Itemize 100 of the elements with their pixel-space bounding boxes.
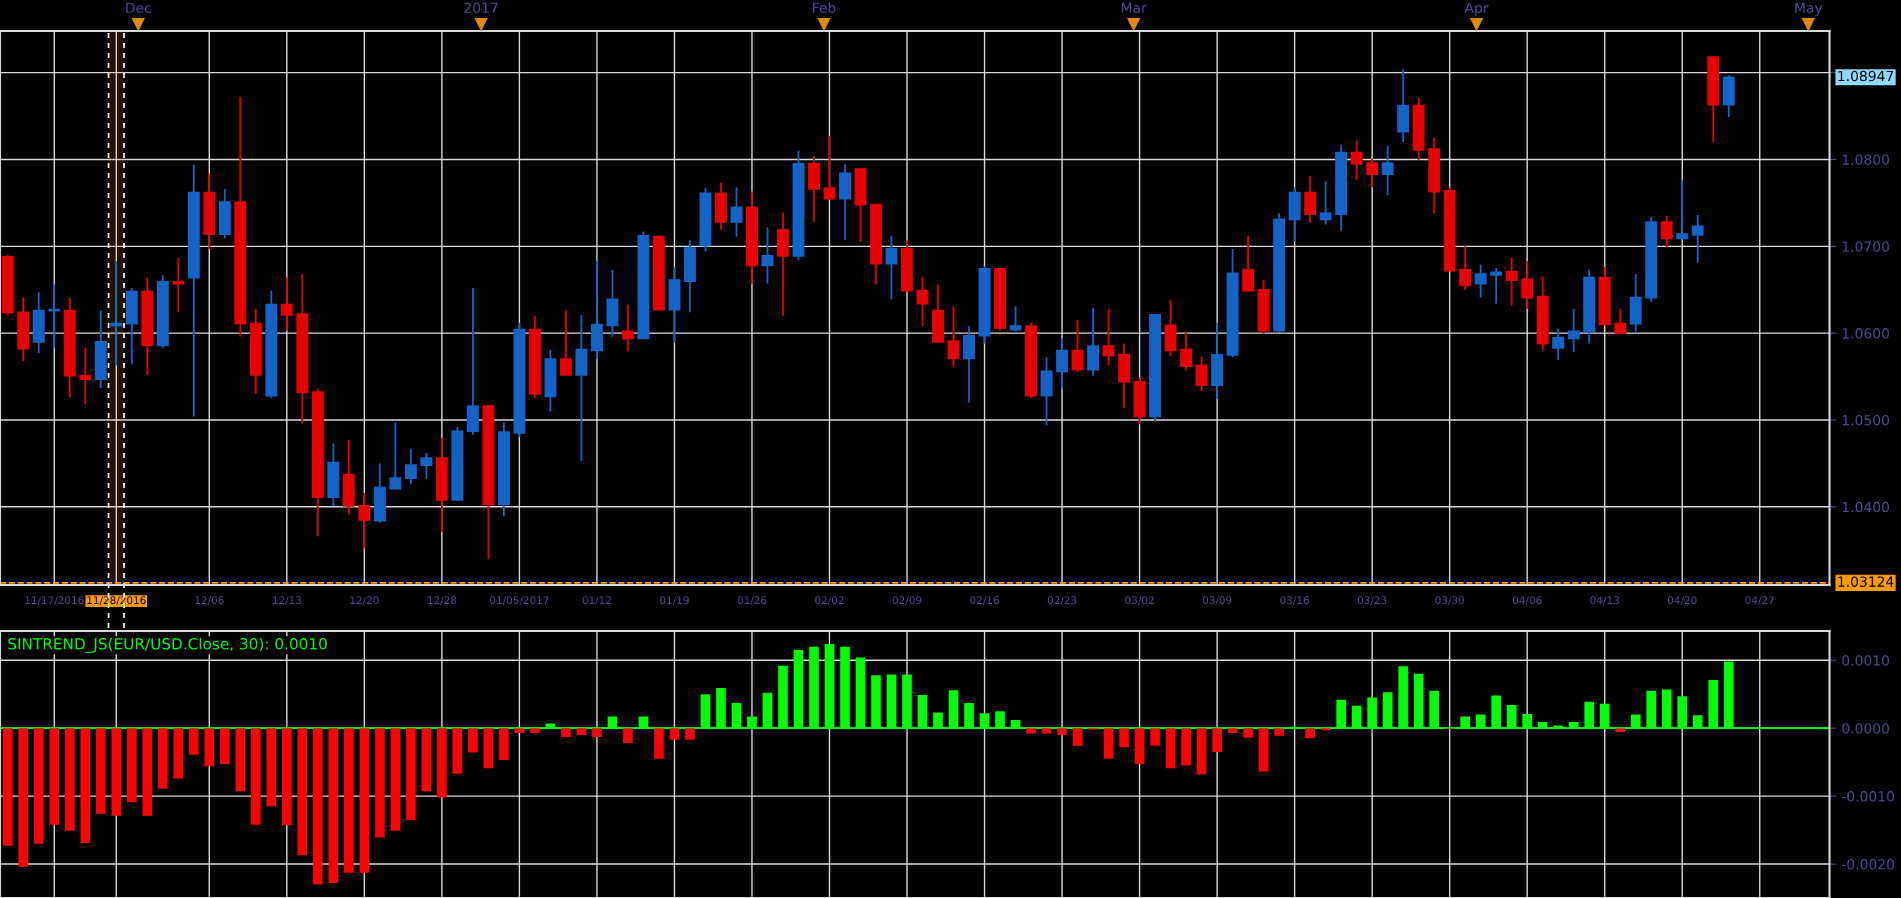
candlestick <box>1350 139 1363 182</box>
y-tick-label: -0.0010 <box>1842 791 1895 802</box>
bar <box>1134 728 1145 765</box>
candlestick <box>1366 157 1379 189</box>
x-tick-label: 11/17/2016 <box>25 596 84 605</box>
x-tick-label: 12/06 <box>195 596 224 605</box>
bar <box>1103 728 1114 759</box>
bar <box>530 728 540 733</box>
bar <box>1119 728 1129 748</box>
candlestick <box>420 452 433 480</box>
bar <box>576 728 587 735</box>
candlestick <box>916 275 929 328</box>
x2-tick-label: Dec <box>126 2 151 14</box>
candlestick <box>1195 355 1208 393</box>
bar <box>483 728 494 769</box>
y-tick-label: 0.0010 <box>1842 655 1889 666</box>
bar <box>1320 728 1331 731</box>
candlestick <box>559 309 572 377</box>
x2-tick-label: Mar <box>1121 2 1147 14</box>
bar <box>204 728 215 767</box>
candlestick <box>947 305 960 368</box>
bar <box>1243 728 1253 738</box>
candlestick <box>358 492 371 550</box>
bar <box>406 728 416 820</box>
bar <box>49 728 60 825</box>
bar <box>1150 728 1160 746</box>
bar <box>1041 728 1052 734</box>
candlestick <box>1242 234 1255 293</box>
y-tick-label: 1.0400 <box>1842 501 1889 513</box>
bar <box>359 728 370 873</box>
candlestick <box>1459 245 1472 291</box>
bar <box>1072 728 1083 746</box>
candlestick <box>1614 307 1627 335</box>
bar <box>33 728 44 844</box>
bar <box>468 728 478 753</box>
bar <box>64 728 75 831</box>
x2-tick-label: 2017 <box>464 2 498 14</box>
candlestick <box>621 303 634 353</box>
candlestick <box>1381 144 1394 196</box>
text: 1.08947 <box>1838 70 1894 82</box>
candlestick <box>280 276 293 332</box>
x-tick-label: 02/23 <box>1047 596 1077 605</box>
bar <box>344 728 354 873</box>
bar <box>126 728 137 803</box>
bar <box>514 728 525 733</box>
x-tick-label: 01/05/2017 <box>490 596 549 605</box>
candlestick <box>1087 307 1100 377</box>
candlestick <box>1505 256 1518 307</box>
bar <box>1305 728 1315 739</box>
x2-tick-label: Feb <box>813 2 836 14</box>
candlestick <box>1567 307 1580 354</box>
bar <box>421 728 432 792</box>
x-tick-label: 03/30 <box>1435 596 1464 605</box>
candlestick <box>110 260 123 367</box>
bar <box>390 728 401 831</box>
x-tick-label: 02/16 <box>970 596 999 605</box>
x-tick-label: 03/09 <box>1202 596 1232 605</box>
y-tick-label: 1.0600 <box>1842 328 1889 339</box>
bar <box>1026 728 1036 734</box>
bar <box>1196 728 1207 775</box>
bar <box>111 728 122 816</box>
bar <box>437 728 447 798</box>
bar <box>173 728 184 779</box>
bar <box>220 728 230 765</box>
candlestick <box>1304 175 1317 224</box>
bar <box>282 728 292 826</box>
candlestick <box>963 325 975 404</box>
candlestick <box>1180 331 1193 372</box>
candlestick <box>1660 215 1673 249</box>
bar <box>1274 728 1284 736</box>
candlestick <box>172 256 185 314</box>
bar <box>452 728 463 774</box>
y-tick-label: 1.0700 <box>1842 241 1889 252</box>
bar <box>1258 728 1269 772</box>
x-tick-label: 03/16 <box>1280 596 1309 605</box>
x-tick-label: 01/12 <box>582 596 611 605</box>
y-tick-label: 1.0800 <box>1842 154 1889 165</box>
x-tick-label: 04/27 <box>1745 596 1774 605</box>
x-tick-label: 04/20 <box>1667 596 1697 605</box>
bar <box>251 728 261 825</box>
bar <box>685 728 695 740</box>
bar <box>266 728 277 807</box>
candlestick <box>885 234 898 301</box>
x-tick-label: 11/28/2016 <box>87 596 146 605</box>
candlestick <box>1691 214 1704 264</box>
bar <box>1057 728 1067 735</box>
candlestick <box>1676 179 1689 241</box>
candlestick <box>1102 307 1115 367</box>
bar <box>623 728 633 744</box>
bar <box>142 728 153 816</box>
x-tick-label: 03/23 <box>1357 596 1387 605</box>
y-tick-label: -0.0020 <box>1842 859 1895 870</box>
bar <box>1165 728 1176 769</box>
bar <box>1212 728 1222 752</box>
bar <box>1615 728 1626 733</box>
x-tick-label: 04/13 <box>1590 596 1619 605</box>
candlestick <box>404 447 417 486</box>
candlestick <box>761 226 774 285</box>
bar <box>592 728 602 737</box>
x-tick-label: 12/20 <box>350 596 379 605</box>
